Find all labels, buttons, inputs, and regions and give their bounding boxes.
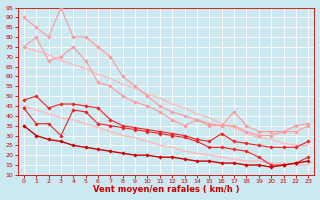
X-axis label: Vent moyen/en rafales ( km/h ): Vent moyen/en rafales ( km/h ) <box>93 185 239 194</box>
